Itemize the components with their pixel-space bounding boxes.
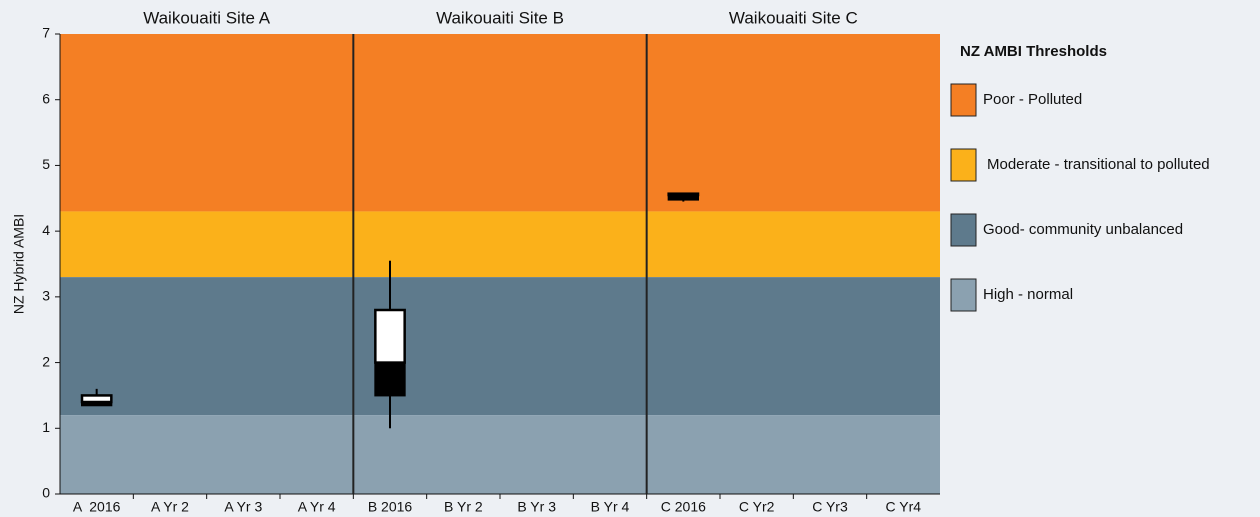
x-tick-label: A 2016 (73, 499, 121, 515)
x-tick-label: B 2016 (368, 499, 413, 515)
group-label: Waikouaiti Site C (729, 8, 858, 27)
legend-title: NZ AMBI Thresholds (960, 43, 1107, 60)
legend-swatch (950, 148, 977, 182)
x-tick-label: C Yr3 (812, 499, 848, 515)
x-tick-label: C Yr4 (886, 499, 922, 515)
y-tick-label: 0 (42, 485, 50, 501)
x-tick-label: A Yr 4 (298, 499, 336, 515)
y-axis-label: NZ Hybrid AMBI (11, 214, 27, 314)
x-tick-label: B Yr 4 (591, 499, 630, 515)
box-upper (80, 394, 113, 404)
y-tick-label: 3 (42, 288, 50, 304)
legend-label: Good- community unbalanced (983, 221, 1183, 238)
legend-swatch (950, 83, 977, 117)
x-tick-label: A Yr 3 (224, 499, 262, 515)
legend-label: High - normal (983, 286, 1073, 303)
threshold-band (60, 415, 940, 494)
box-upper (667, 192, 700, 197)
y-tick-label: 7 (42, 25, 50, 41)
x-tick-label: A Yr 2 (151, 499, 189, 515)
x-tick-label: C 2016 (661, 499, 706, 515)
legend-swatch (950, 213, 977, 247)
x-tick-label: B Yr 2 (444, 499, 483, 515)
box-upper (374, 308, 406, 364)
threshold-band (60, 277, 940, 416)
threshold-band (60, 211, 940, 278)
box-lower (374, 361, 406, 397)
threshold-band (60, 34, 940, 212)
y-tick-label: 5 (42, 156, 50, 172)
y-tick-label: 6 (42, 90, 50, 106)
group-label: Waikouaiti Site A (143, 8, 271, 27)
x-tick-label: B Yr 3 (517, 499, 556, 515)
legend-label: Moderate - transitional to polluted (987, 156, 1210, 173)
y-tick-label: 2 (42, 353, 50, 369)
group-label: Waikouaiti Site B (436, 8, 564, 27)
legend-swatch (950, 278, 977, 312)
y-tick-label: 4 (42, 222, 50, 238)
x-tick-label: C Yr2 (739, 499, 775, 515)
y-tick-label: 1 (42, 419, 50, 435)
legend-label: Poor - Polluted (983, 91, 1082, 108)
